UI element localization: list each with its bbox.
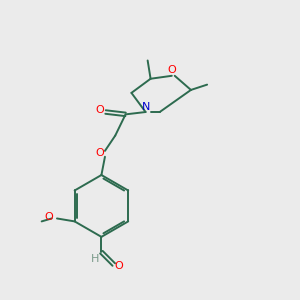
Text: O: O — [167, 65, 176, 75]
Text: N: N — [141, 102, 150, 112]
Text: O: O — [96, 105, 105, 115]
Text: O: O — [115, 261, 124, 271]
Text: H: H — [91, 254, 99, 264]
Text: O: O — [44, 212, 53, 222]
Text: O: O — [96, 148, 105, 158]
